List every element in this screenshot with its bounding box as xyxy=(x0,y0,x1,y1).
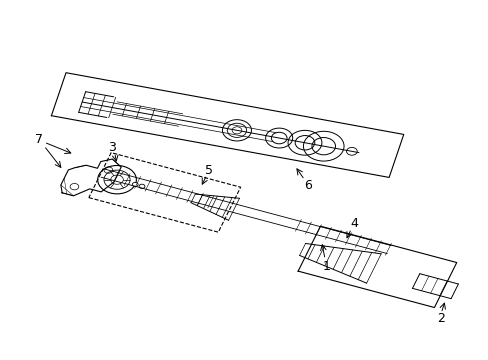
Circle shape xyxy=(132,183,138,186)
Text: 5: 5 xyxy=(205,164,213,177)
Text: 6: 6 xyxy=(304,179,311,192)
Text: 2: 2 xyxy=(436,312,444,325)
Circle shape xyxy=(139,184,144,189)
Text: 3: 3 xyxy=(108,141,116,154)
Text: 1: 1 xyxy=(322,260,330,273)
Text: 4: 4 xyxy=(349,217,357,230)
Text: 7: 7 xyxy=(35,133,43,146)
